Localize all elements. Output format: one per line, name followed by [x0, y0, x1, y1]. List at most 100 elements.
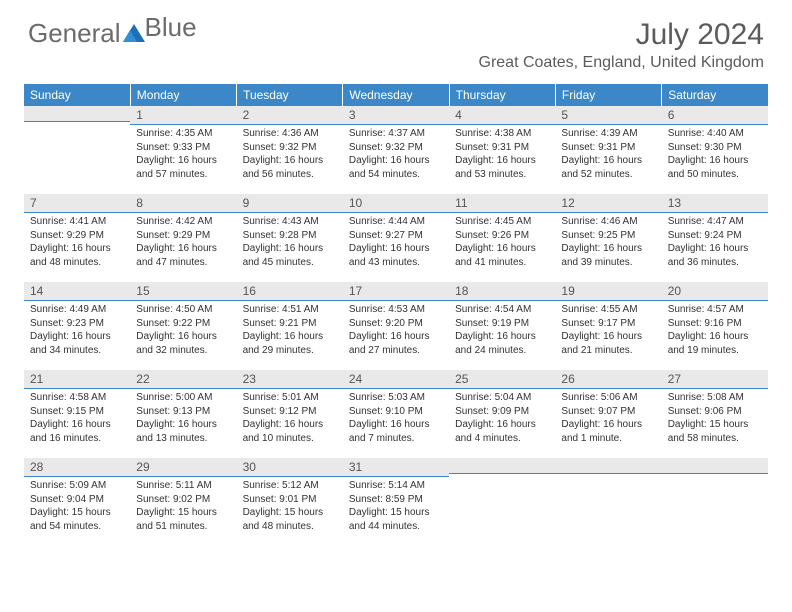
- sunset-line: Sunset: 9:27 PM: [349, 229, 443, 243]
- daylight-line: and 41 minutes.: [455, 256, 549, 270]
- sunset-line: Sunset: 9:30 PM: [668, 141, 762, 155]
- daylight-line: and 52 minutes.: [561, 168, 655, 182]
- daylight-line: and 10 minutes.: [243, 432, 337, 446]
- daylight-line: and 43 minutes.: [349, 256, 443, 270]
- day-details: Sunrise: 4:39 AMSunset: 9:31 PMDaylight:…: [555, 125, 661, 185]
- daylight-line: Daylight: 16 hours: [455, 154, 549, 168]
- daylight-line: Daylight: 16 hours: [136, 154, 230, 168]
- calendar-week-row: 1Sunrise: 4:35 AMSunset: 9:33 PMDaylight…: [24, 106, 768, 194]
- day-details: Sunrise: 4:53 AMSunset: 9:20 PMDaylight:…: [343, 301, 449, 361]
- calendar-week-row: 28Sunrise: 5:09 AMSunset: 9:04 PMDayligh…: [24, 458, 768, 546]
- sunset-line: Sunset: 9:10 PM: [349, 405, 443, 419]
- daylight-line: and 54 minutes.: [349, 168, 443, 182]
- sunrise-line: Sunrise: 4:57 AM: [668, 303, 762, 317]
- day-details: [555, 474, 661, 534]
- sunset-line: Sunset: 9:06 PM: [668, 405, 762, 419]
- day-details: Sunrise: 5:06 AMSunset: 9:07 PMDaylight:…: [555, 389, 661, 449]
- day-details: Sunrise: 4:43 AMSunset: 9:28 PMDaylight:…: [237, 213, 343, 273]
- calendar-cell: 24Sunrise: 5:03 AMSunset: 9:10 PMDayligh…: [343, 370, 449, 458]
- daylight-line: and 39 minutes.: [561, 256, 655, 270]
- daylight-line: Daylight: 16 hours: [668, 154, 762, 168]
- daylight-line: and 24 minutes.: [455, 344, 549, 358]
- sunrise-line: Sunrise: 5:01 AM: [243, 391, 337, 405]
- day-header: Thursday: [449, 84, 555, 106]
- sunset-line: Sunset: 9:09 PM: [455, 405, 549, 419]
- daylight-line: Daylight: 15 hours: [349, 506, 443, 520]
- sunrise-line: Sunrise: 4:41 AM: [30, 215, 124, 229]
- calendar-cell: 31Sunrise: 5:14 AMSunset: 8:59 PMDayligh…: [343, 458, 449, 546]
- daylight-line: and 13 minutes.: [136, 432, 230, 446]
- day-details: Sunrise: 5:01 AMSunset: 9:12 PMDaylight:…: [237, 389, 343, 449]
- day-header: Wednesday: [343, 84, 449, 106]
- day-number: [662, 458, 768, 474]
- sunset-line: Sunset: 9:16 PM: [668, 317, 762, 331]
- sunrise-line: Sunrise: 5:03 AM: [349, 391, 443, 405]
- calendar-cell: [449, 458, 555, 546]
- sunset-line: Sunset: 9:32 PM: [349, 141, 443, 155]
- day-number: 12: [555, 194, 661, 213]
- daylight-line: and 34 minutes.: [30, 344, 124, 358]
- daylight-line: Daylight: 16 hours: [243, 418, 337, 432]
- calendar-cell: 30Sunrise: 5:12 AMSunset: 9:01 PMDayligh…: [237, 458, 343, 546]
- daylight-line: Daylight: 16 hours: [455, 330, 549, 344]
- day-number: 27: [662, 370, 768, 389]
- day-number: 17: [343, 282, 449, 301]
- day-details: Sunrise: 4:54 AMSunset: 9:19 PMDaylight:…: [449, 301, 555, 361]
- sunrise-line: Sunrise: 4:40 AM: [668, 127, 762, 141]
- daylight-line: and 36 minutes.: [668, 256, 762, 270]
- sunrise-line: Sunrise: 5:08 AM: [668, 391, 762, 405]
- daylight-line: Daylight: 16 hours: [349, 154, 443, 168]
- day-details: Sunrise: 4:58 AMSunset: 9:15 PMDaylight:…: [24, 389, 130, 449]
- calendar-cell: 18Sunrise: 4:54 AMSunset: 9:19 PMDayligh…: [449, 282, 555, 370]
- day-number: 4: [449, 106, 555, 125]
- sunrise-line: Sunrise: 4:51 AM: [243, 303, 337, 317]
- sunset-line: Sunset: 9:26 PM: [455, 229, 549, 243]
- daylight-line: Daylight: 16 hours: [455, 242, 549, 256]
- sunrise-line: Sunrise: 5:11 AM: [136, 479, 230, 493]
- daylight-line: Daylight: 16 hours: [455, 418, 549, 432]
- sunset-line: Sunset: 9:15 PM: [30, 405, 124, 419]
- logo: General Blue: [28, 18, 197, 49]
- sunrise-line: Sunrise: 4:55 AM: [561, 303, 655, 317]
- day-number: 26: [555, 370, 661, 389]
- day-details: Sunrise: 4:42 AMSunset: 9:29 PMDaylight:…: [130, 213, 236, 273]
- calendar-cell: 4Sunrise: 4:38 AMSunset: 9:31 PMDaylight…: [449, 106, 555, 194]
- daylight-line: Daylight: 16 hours: [30, 242, 124, 256]
- calendar-cell: 20Sunrise: 4:57 AMSunset: 9:16 PMDayligh…: [662, 282, 768, 370]
- calendar-cell: 14Sunrise: 4:49 AMSunset: 9:23 PMDayligh…: [24, 282, 130, 370]
- day-number: 3: [343, 106, 449, 125]
- day-header: Saturday: [662, 84, 768, 106]
- sunrise-line: Sunrise: 4:50 AM: [136, 303, 230, 317]
- daylight-line: Daylight: 15 hours: [243, 506, 337, 520]
- day-number: 11: [449, 194, 555, 213]
- day-details: Sunrise: 5:09 AMSunset: 9:04 PMDaylight:…: [24, 477, 130, 537]
- sunrise-line: Sunrise: 4:35 AM: [136, 127, 230, 141]
- daylight-line: Daylight: 16 hours: [243, 242, 337, 256]
- daylight-line: and 53 minutes.: [455, 168, 549, 182]
- daylight-line: and 27 minutes.: [349, 344, 443, 358]
- day-number: 24: [343, 370, 449, 389]
- sunrise-line: Sunrise: 4:37 AM: [349, 127, 443, 141]
- calendar-week-row: 14Sunrise: 4:49 AMSunset: 9:23 PMDayligh…: [24, 282, 768, 370]
- day-number: 15: [130, 282, 236, 301]
- day-details: Sunrise: 5:00 AMSunset: 9:13 PMDaylight:…: [130, 389, 236, 449]
- day-details: Sunrise: 5:08 AMSunset: 9:06 PMDaylight:…: [662, 389, 768, 449]
- daylight-line: and 56 minutes.: [243, 168, 337, 182]
- day-number: 14: [24, 282, 130, 301]
- daylight-line: Daylight: 16 hours: [136, 418, 230, 432]
- day-details: Sunrise: 4:41 AMSunset: 9:29 PMDaylight:…: [24, 213, 130, 273]
- sunrise-line: Sunrise: 4:44 AM: [349, 215, 443, 229]
- calendar-cell: 3 Sunrise: 4:37 AMSunset: 9:32 PMDaylight…: [343, 106, 449, 194]
- sunrise-line: Sunrise: 4:39 AM: [561, 127, 655, 141]
- calendar-cell: 10Sunrise: 4:44 AMSunset: 9:27 PMDayligh…: [343, 194, 449, 282]
- sunset-line: Sunset: 9:25 PM: [561, 229, 655, 243]
- day-number: 31: [343, 458, 449, 477]
- day-number: [24, 106, 130, 122]
- daylight-line: and 4 minutes.: [455, 432, 549, 446]
- day-details: Sunrise: 4:35 AMSunset: 9:33 PMDaylight:…: [130, 125, 236, 185]
- day-number: 16: [237, 282, 343, 301]
- sunset-line: Sunset: 9:21 PM: [243, 317, 337, 331]
- sunrise-line: Sunrise: 4:42 AM: [136, 215, 230, 229]
- day-number: 8: [130, 194, 236, 213]
- sunrise-line: Sunrise: 4:38 AM: [455, 127, 549, 141]
